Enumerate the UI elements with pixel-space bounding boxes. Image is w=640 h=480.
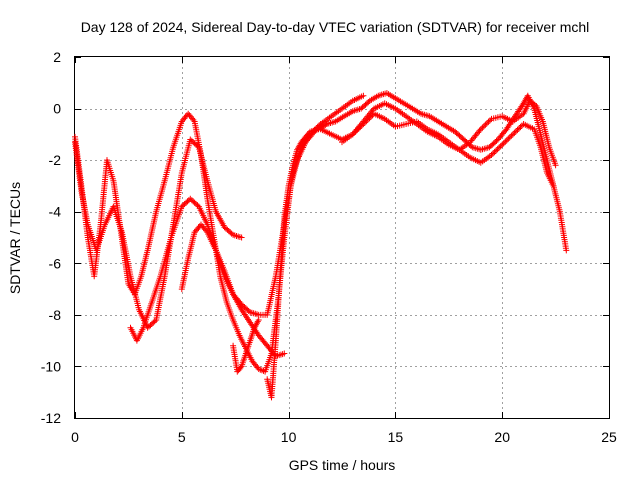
y-tick-label: -4 (49, 204, 62, 220)
data-point-marker (188, 137, 195, 144)
data-point-marker (194, 143, 201, 149)
data-point-marker (190, 198, 197, 205)
y-tick-label: 2 (53, 49, 61, 65)
data-point-marker (150, 319, 157, 326)
data-point-marker (363, 100, 370, 107)
chart-title: Day 128 of 2024, Sidereal Day-to-day VTE… (81, 19, 590, 35)
data-point-marker (492, 139, 499, 146)
data-point-marker (462, 137, 469, 144)
x-tick-label: 25 (601, 429, 617, 445)
data-point-marker (184, 198, 191, 205)
data-point-marker (456, 132, 463, 139)
x-tick-label: 5 (178, 429, 186, 445)
data-point-marker (457, 133, 464, 140)
data-point-marker (191, 199, 198, 206)
data-point-marker (362, 101, 369, 108)
data-series (72, 90, 570, 401)
data-point-marker (361, 103, 368, 109)
data-point-marker (191, 140, 198, 147)
y-tick-label: -8 (49, 307, 62, 323)
data-point-marker (255, 317, 262, 323)
x-tick-label: 0 (71, 429, 79, 445)
y-axis-label: SDTVAR / TECUs (7, 182, 23, 294)
data-point-marker (360, 92, 367, 99)
data-point-marker (487, 143, 494, 149)
data-point-marker (190, 139, 197, 146)
data-point-marker (358, 105, 365, 112)
x-tick-label: 10 (281, 429, 297, 445)
series-line (320, 113, 555, 187)
data-point-marker (178, 203, 185, 210)
data-point-marker (180, 202, 187, 209)
data-point-marker (147, 322, 154, 329)
y-tick-label: -12 (41, 410, 61, 426)
series-satellite-track-3 (127, 92, 367, 344)
data-point-marker (241, 304, 248, 311)
x-tick-label: 20 (494, 429, 510, 445)
data-point-marker (148, 320, 155, 327)
y-tick-label: 0 (53, 101, 61, 117)
x-axis-label: GPS time / hours (289, 457, 396, 473)
data-point-marker (550, 182, 557, 189)
data-point-marker (194, 202, 201, 209)
series-line (266, 92, 567, 398)
data-point-marker (493, 137, 500, 144)
y-tick-label: -2 (49, 152, 62, 168)
data-point-marker (552, 162, 559, 169)
plot-frame (74, 56, 610, 419)
data-point-marker (221, 224, 228, 231)
series-satellite-track-6 (264, 90, 570, 401)
data-point-marker (227, 229, 234, 236)
series-satellite-track-5 (230, 317, 262, 375)
series-satellite-track-8 (339, 97, 559, 169)
data-point-marker (183, 199, 190, 206)
data-point-marker (188, 197, 195, 204)
data-point-marker (452, 128, 459, 135)
data-point-marker (281, 350, 288, 357)
series-line (74, 113, 324, 373)
data-point-marker (563, 247, 570, 254)
data-point-marker (486, 144, 493, 151)
data-point-marker (460, 136, 467, 143)
data-point-marker (490, 140, 497, 147)
axis-ticks: 0 5 10 15 20 25 -12 -10 -8 -6 -4 -2 0 2 (41, 49, 617, 445)
data-point-marker (242, 305, 249, 312)
data-point-marker (244, 306, 251, 313)
y-tick-label: -6 (49, 255, 62, 271)
data-point-marker (238, 234, 245, 241)
x-tick-label: 15 (388, 429, 404, 445)
y-tick-label: -10 (41, 358, 61, 374)
data-point-marker (237, 364, 244, 371)
